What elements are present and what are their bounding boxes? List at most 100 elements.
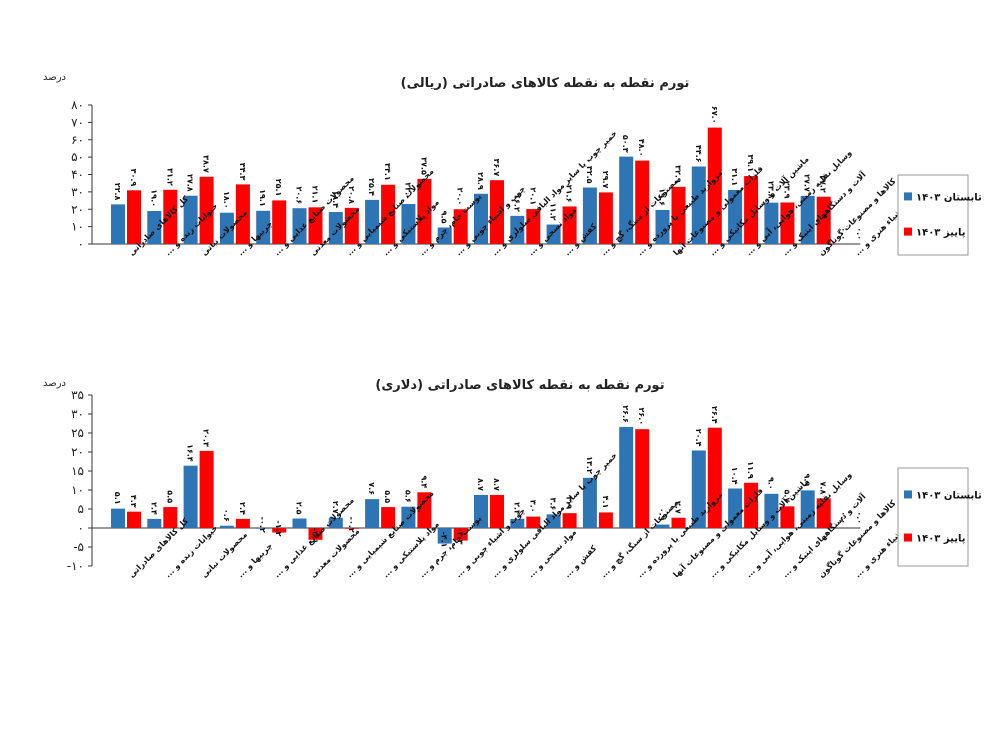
chart-rial-data-label: ۳۴.۳ (238, 163, 247, 181)
chart-rial-bar-autumn (671, 186, 686, 244)
chart-rial-bar-summer (292, 208, 307, 244)
chart-dollar-bar-autumn (381, 507, 396, 528)
chart-rial-bar-summer (365, 199, 380, 244)
chart-rial-bar-summer (510, 215, 525, 244)
chart-dollar-bar-summer (800, 490, 815, 528)
chart-dollar-y-tick-label: ۳۵ (71, 388, 84, 402)
chart-dollar-legend-label: پاییز ۱۴۰۳ (916, 534, 966, 545)
chart-dollar-bar-summer (401, 506, 416, 528)
chart-dollar-data-label: ۲.۵ (295, 502, 304, 515)
chart-rial-data-label: ۲۰.۱ (528, 187, 537, 205)
chart-rial-data-label: ۲۳.۸ (766, 181, 775, 199)
chart-rial-bar-summer (147, 210, 162, 244)
chart-rial-bar-autumn (127, 190, 141, 244)
chart-dollar-bar-autumn (816, 498, 831, 528)
chart-dollar-data-label: -۴.۱ (440, 531, 449, 547)
chart-dollar-y-tick-label: ۱۵ (71, 464, 84, 478)
chart-dollar-bar-autumn (235, 518, 250, 528)
chart-dollar-data-label: ۲۰.۳ (202, 429, 211, 447)
chart-rial-data-label: ۱۱.۲ (549, 203, 558, 221)
chart-rial-bar-autumn (816, 196, 831, 244)
chart-dollar-data-label: ۲.۴ (512, 502, 521, 515)
chart-rial-bar-autumn (526, 209, 541, 244)
chart-rial-bar-summer (328, 212, 343, 244)
chart-rial-data-label: ۶۷.۰ (710, 106, 719, 124)
chart-rial-data-label: ۲۵.۱ (274, 179, 283, 197)
chart-rial-data-label: ۲۱.۱ (311, 186, 320, 204)
chart-dollar-data-label: ۳.۹ (565, 496, 574, 509)
chart-dollar-bar-autumn (635, 429, 650, 528)
chart-rial-data-label: ۱۸.۰ (222, 191, 231, 209)
chart-rial-data-label: ۴۸.۰ (637, 139, 646, 157)
chart-dollar-bars: ۵.۱ ۴.۳ ۲.۴ ۵.۵ ۱۶.۴ ۲۰.۳ ۰.۶ ۲.۴ -۰.۲ -۱.۲ ۲.۵ -۳.… (111, 405, 864, 548)
chart-rial-bar-autumn (308, 207, 323, 244)
chart-rial-data-label: ۵۰.۳ (621, 135, 630, 153)
chart-rial-bar-autumn (635, 160, 650, 244)
chart-rial-y-tick-label: ۰ (78, 237, 84, 251)
chart-rial-data-label: ۰.۰ (855, 227, 864, 240)
chart-rial-bar-autumn (562, 206, 577, 244)
chart-rial-bar-summer (401, 204, 416, 244)
chart-dollar-bar-summer (147, 518, 162, 528)
chart-dollar-data-label: ۰.۶ (222, 509, 231, 522)
chart-rial-bar-summer (546, 224, 561, 244)
chart-dollar-data-label: ۲.۴ (149, 502, 158, 515)
chart-dollar-bar-summer (328, 517, 343, 528)
chart-dollar-y-tick-label: ۲۰ (71, 445, 84, 459)
chart-dollar-data-label: -۰.۲ (347, 517, 356, 533)
chart-rial-y-tick-label: ۶۰ (71, 133, 84, 147)
chart-dollar-bar-autumn (344, 528, 359, 529)
chart-dollar-data-label: ۲.۴ (238, 502, 247, 515)
chart-dollar-data-label: ۵.۵ (383, 490, 392, 503)
chart-dollar-legend-box (897, 467, 969, 567)
chart-rial-data-label: ۱۹.۰ (149, 189, 158, 207)
chart-rial-data-label: ۲۳.۰ (403, 182, 412, 200)
chart-rial-bar-summer (800, 195, 815, 244)
chart-rial-bar-summer (183, 195, 198, 244)
chart-dollar-bar-summer (256, 528, 271, 529)
chart-dollar-data-label: ۱۶.۴ (186, 444, 195, 462)
chart-rial-data-label: ۳۱.۲ (165, 168, 174, 186)
chart-rial-y-tick-label: ۸۰ (71, 98, 84, 112)
chart-rial-bar-summer (437, 227, 452, 244)
chart-dollar-data-label: -۳.۳ (456, 528, 465, 544)
chart-dollar-data-label: ۷.۸ (819, 482, 828, 495)
chart-rial-data-label: ۳۶.۷ (492, 159, 501, 177)
chart-rial-data-label: ۳۹.۱ (746, 154, 755, 172)
chart-dollar-y-tick-label: -۱۰ (67, 559, 84, 573)
chart-rial-data-label: ۱۸.۴ (331, 190, 340, 208)
chart-rial-bar-autumn (344, 207, 359, 244)
chart-dollar-data-label: ۰.۰ (839, 511, 848, 524)
chart-rial-data-label: ۲۵.۴ (367, 178, 376, 196)
chart-dollar-bar-summer (474, 494, 488, 528)
chart-dollar-data-label: ۳.۰ (528, 500, 537, 513)
chart-rial-legend-swatch (904, 227, 912, 236)
chart-rial-data-label: ۲۸.۹ (476, 172, 485, 190)
chart-dollar-bar-summer (546, 514, 561, 528)
chart-dollar-data-label: ۹.۴ (419, 475, 428, 488)
chart-dollar-bar-autumn (562, 513, 577, 528)
chart-rial-bar-autumn (272, 200, 287, 244)
chart-rial-y-tick-label: ۳۰ (71, 185, 84, 199)
chart-dollar-bar-summer (655, 524, 670, 528)
chart-dollar-bar-autumn (490, 494, 504, 528)
chart-rial-bar-summer (655, 209, 670, 244)
chart-rial-data-label: ۹.۵ (440, 211, 449, 224)
chart-dollar-bar-autumn (671, 517, 686, 528)
chart-dollar-data-label: ۰.۰ (855, 511, 864, 524)
chart-dollar-y-tick-label: ۳۰ (71, 407, 84, 421)
chart-dollar-data-label: ۵.۱ (113, 492, 122, 505)
chart-dollar: تورم نقطه به نقطه کالاهای صادراتی (دلاری… (43, 378, 982, 580)
chart-rial-bar-autumn (199, 176, 214, 244)
chart-rial-y-tick-label: ۱۰ (71, 220, 84, 234)
chart-dollar-bar-summer (691, 450, 706, 528)
chart-rial-bar-summer (474, 193, 488, 244)
chart-rial-data-label: ۰.۰ (839, 227, 848, 240)
chart-dollar-bar-autumn (526, 516, 541, 528)
chart-dollar-data-label: ۲۰.۴ (694, 429, 703, 447)
chart-dollar-title: تورم نقطه به نقطه کالاهای صادراتی (دلاری… (375, 378, 664, 393)
chart-rial-data-label: ۲۷.۲ (819, 175, 828, 193)
chart-dollar-bar-summer (111, 508, 125, 528)
chart-rial-data-label: ۳۱.۱ (730, 168, 739, 186)
chart-dollar-data-label: ۲.۷ (674, 501, 683, 514)
